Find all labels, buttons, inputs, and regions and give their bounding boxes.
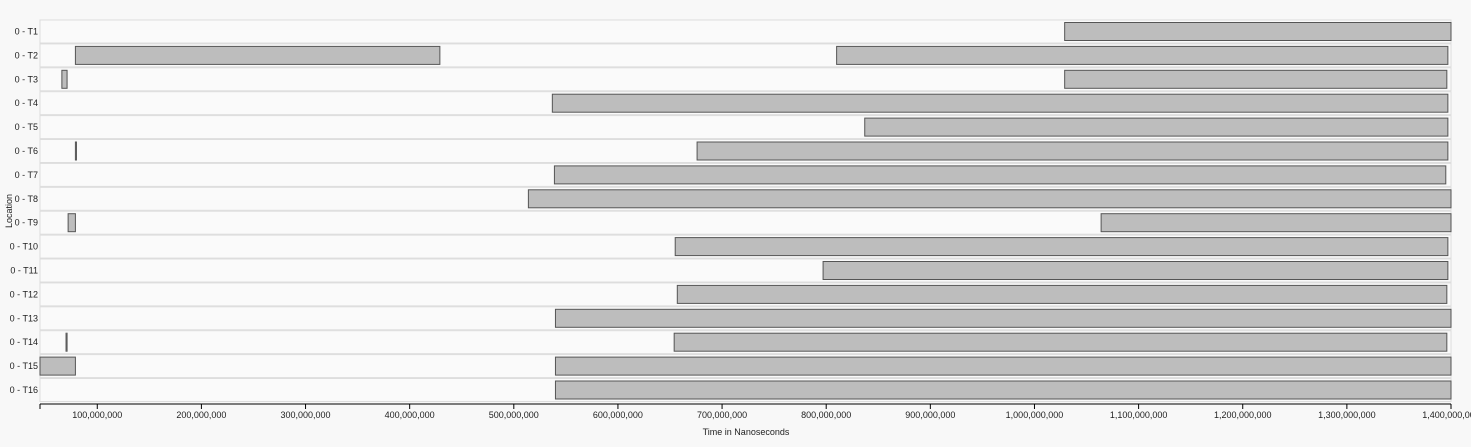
row-label: 0 - T6 xyxy=(15,146,38,156)
row-label: 0 - T1 xyxy=(15,27,38,37)
x-tick-label: 1,300,000,000 xyxy=(1318,410,1376,420)
interval-bar[interactable] xyxy=(836,45,1449,65)
interval-bar[interactable] xyxy=(864,117,1449,137)
interval-bar[interactable] xyxy=(74,141,77,161)
row-label: 0 - T2 xyxy=(15,50,38,60)
interval-bar[interactable] xyxy=(554,308,1452,328)
interval-bar[interactable] xyxy=(676,284,1448,304)
x-tick-label: 900,000,000 xyxy=(905,410,955,420)
y-axis-label: Location xyxy=(4,194,14,228)
interval-bar[interactable] xyxy=(61,69,68,89)
x-tick-label: 1,100,000,000 xyxy=(1110,410,1168,420)
interval-bar[interactable] xyxy=(1064,22,1452,41)
interval-bar[interactable] xyxy=(554,356,1452,376)
x-tick-label: 500,000,000 xyxy=(489,410,539,420)
row-label: 0 - T8 xyxy=(15,194,38,204)
interval-bar[interactable] xyxy=(1064,69,1448,89)
interval-bar[interactable] xyxy=(527,189,1452,209)
interval-bar[interactable] xyxy=(673,332,1448,352)
interval-bar[interactable] xyxy=(554,380,1452,400)
x-tick-label: 600,000,000 xyxy=(593,410,643,420)
row-label: 0 - T13 xyxy=(10,313,38,323)
x-axis-label: Time in Nanoseconds xyxy=(703,427,790,437)
interval-bar[interactable] xyxy=(822,261,1449,280)
interval-bar[interactable] xyxy=(67,213,76,233)
x-tick-label: 1,400,000,000 xyxy=(1422,410,1471,420)
row-label: 0 - T11 xyxy=(10,266,38,276)
x-tick-label: 100,000,000 xyxy=(72,410,122,420)
row-label: 0 - T3 xyxy=(15,74,38,84)
interval-bar[interactable] xyxy=(551,93,1449,113)
row-label: 0 - T14 xyxy=(10,337,38,347)
x-tick-label: 1,200,000,000 xyxy=(1214,410,1272,420)
interval-bar[interactable] xyxy=(65,332,68,352)
x-tick-label: 400,000,000 xyxy=(385,410,435,420)
row-label: 0 - T16 xyxy=(10,385,38,395)
x-tick-label: 800,000,000 xyxy=(801,410,851,420)
bars-layer xyxy=(39,22,1452,400)
x-tick-label: 700,000,000 xyxy=(697,410,747,420)
interval-bar[interactable] xyxy=(39,356,76,376)
row-label: 0 - T12 xyxy=(10,289,38,299)
row-label: 0 - T10 xyxy=(10,242,38,252)
row-label: 0 - T7 xyxy=(15,170,38,180)
interval-bar[interactable] xyxy=(696,141,1449,161)
row-label: 0 - T9 xyxy=(15,218,38,228)
x-tick-label: 200,000,000 xyxy=(176,410,226,420)
interval-bar[interactable] xyxy=(674,237,1449,257)
interval-bar[interactable] xyxy=(553,165,1447,185)
interval-bar[interactable] xyxy=(1100,213,1452,233)
row-label: 0 - T5 xyxy=(15,122,38,132)
x-tick-label: 300,000,000 xyxy=(281,410,331,420)
row-label: 0 - T15 xyxy=(10,361,38,371)
x-tick-label: 1,000,000,000 xyxy=(1006,410,1064,420)
interval-bar[interactable] xyxy=(74,45,441,65)
row-label: 0 - T4 xyxy=(15,98,38,108)
x-axis: 100,000,000 200,000,000 300,000,000 400,000… xyxy=(39,403,1471,420)
